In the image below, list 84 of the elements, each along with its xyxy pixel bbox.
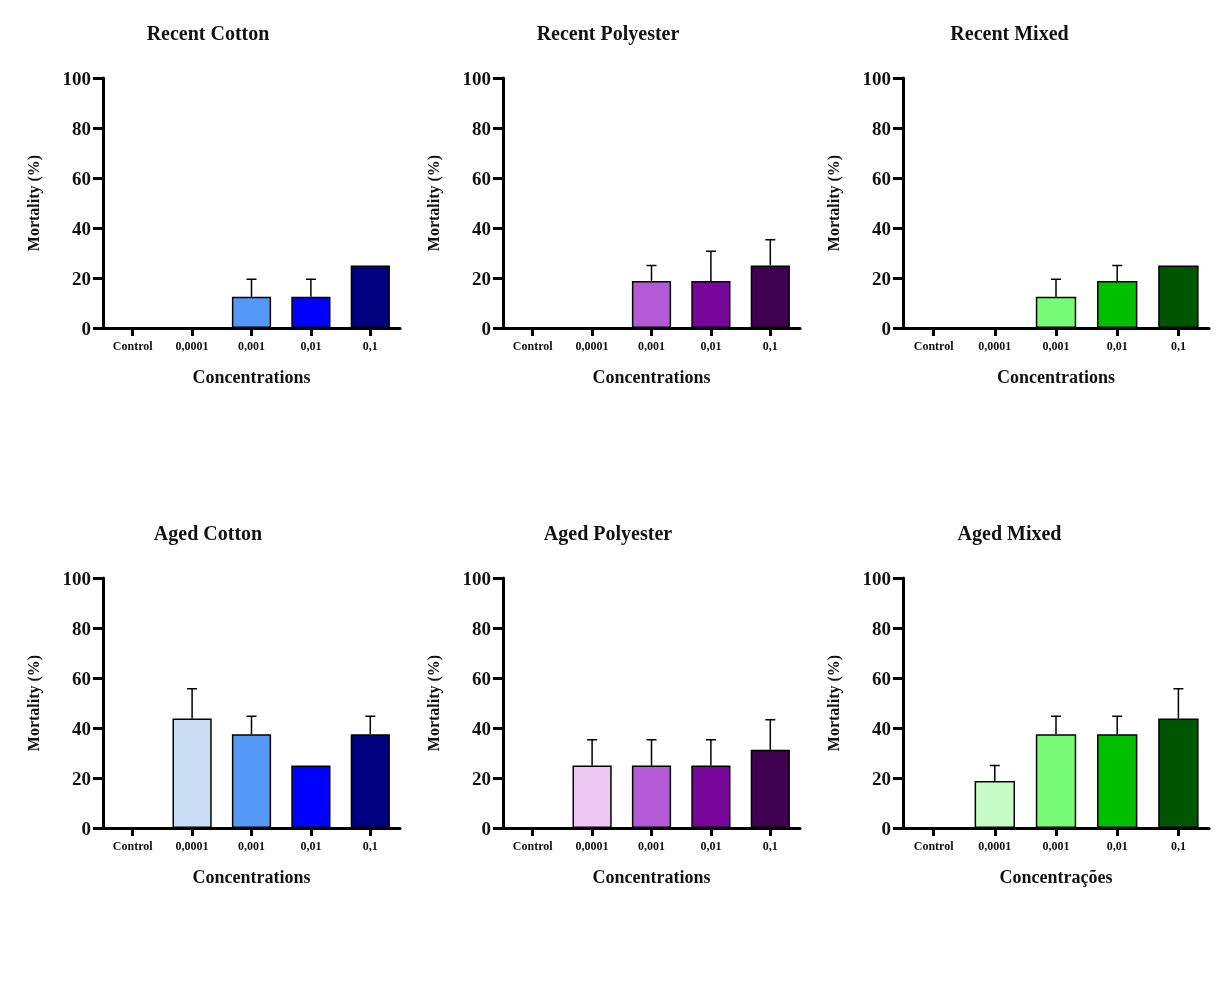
- chart-title: Aged Cotton: [153, 522, 263, 545]
- x-tick-label: 0,01: [700, 839, 722, 853]
- y-axis-title: Mortality (%): [24, 154, 43, 252]
- y-tick-label: 20: [72, 267, 91, 289]
- y-tick-label: 80: [872, 617, 891, 639]
- x-tick-label: 0,1: [362, 339, 378, 353]
- x-tick-label: 0,01: [1106, 339, 1128, 353]
- x-tick-label: 0,0001: [575, 839, 609, 853]
- y-tick-label: 0: [81, 817, 91, 839]
- x-tick-label: 0,001: [638, 839, 665, 853]
- y-tick-label: 60: [872, 667, 891, 689]
- y-tick-label: 80: [472, 617, 491, 639]
- x-axis-title: Concentrations: [997, 367, 1115, 387]
- x-tick-label: Control: [512, 839, 554, 853]
- chart-title: Recent Polyester: [536, 22, 680, 45]
- y-tick-label: 80: [872, 117, 891, 139]
- y-tick-label: 100: [862, 567, 891, 589]
- x-tick-label: 0,0001: [175, 839, 209, 853]
- y-tick-label: 40: [872, 217, 891, 239]
- y-tick-label: 100: [462, 567, 491, 589]
- y-tick-label: 20: [472, 267, 491, 289]
- x-tick-label: 0,0001: [978, 339, 1012, 353]
- y-tick-label: 100: [62, 567, 91, 589]
- y-tick-label: 60: [472, 667, 491, 689]
- y-tick-label: 60: [72, 167, 91, 189]
- y-tick-label: 40: [72, 717, 91, 739]
- x-tick-label: 0,01: [300, 339, 322, 353]
- y-tick-label: 0: [481, 317, 491, 339]
- x-tick-label: 0,001: [238, 339, 265, 353]
- x-tick-label: 0,1: [762, 339, 778, 353]
- y-tick-label: 40: [472, 717, 491, 739]
- x-tick-label: 0,1: [1170, 339, 1186, 353]
- y-tick-label: 60: [472, 167, 491, 189]
- y-tick-label: 40: [472, 217, 491, 239]
- x-tick-label: 0,001: [238, 839, 265, 853]
- x-tick-label: 0,001: [1042, 339, 1070, 353]
- x-tick-label: Control: [112, 339, 154, 353]
- x-tick-label: 0,01: [300, 839, 322, 853]
- x-tick-label: 0,01: [700, 339, 722, 353]
- y-axis-title: Mortality (%): [24, 654, 43, 752]
- x-axis-title: Concentrações: [999, 867, 1113, 887]
- x-axis-title: Concentrations: [592, 367, 711, 387]
- y-tick-label: 100: [862, 67, 891, 89]
- y-tick-label: 80: [72, 117, 91, 139]
- x-tick-label: 0,001: [1042, 839, 1070, 853]
- x-tick-label: 0,0001: [978, 839, 1012, 853]
- y-axis-title: Mortality (%): [824, 654, 843, 752]
- y-axis-title: Mortality (%): [824, 154, 843, 252]
- x-tick-label: Control: [112, 839, 154, 853]
- x-tick-label: Control: [913, 839, 955, 853]
- x-axis-title: Concentrations: [192, 867, 311, 887]
- y-tick-label: 40: [872, 717, 891, 739]
- y-tick-label: 20: [872, 267, 891, 289]
- y-axis-title: Mortality (%): [424, 154, 443, 252]
- x-tick-label: 0,0001: [575, 339, 609, 353]
- y-tick-label: 60: [872, 167, 891, 189]
- y-tick-label: 80: [72, 617, 91, 639]
- x-tick-label: 0,1: [762, 839, 778, 853]
- x-axis-title: Concentrations: [592, 867, 711, 887]
- y-tick-label: 0: [881, 317, 891, 339]
- x-axis-title: Concentrations: [192, 367, 311, 387]
- x-tick-label: 0,1: [1170, 839, 1186, 853]
- y-tick-label: 20: [872, 767, 891, 789]
- y-tick-label: 0: [81, 317, 91, 339]
- y-tick-label: 80: [472, 117, 491, 139]
- y-tick-label: 20: [472, 767, 491, 789]
- y-tick-label: 60: [72, 667, 91, 689]
- x-tick-label: 0,1: [362, 839, 378, 853]
- x-tick-label: 0,0001: [175, 339, 209, 353]
- y-tick-label: 20: [72, 767, 91, 789]
- y-tick-label: 40: [72, 217, 91, 239]
- y-tick-label: 0: [481, 817, 491, 839]
- chart-title: Aged Mixed: [957, 522, 1062, 545]
- x-tick-label: Control: [512, 339, 554, 353]
- y-tick-label: 100: [462, 67, 491, 89]
- y-axis-title: Mortality (%): [424, 654, 443, 752]
- chart-title: Recent Cotton: [146, 22, 270, 44]
- x-tick-label: 0,01: [1106, 839, 1128, 853]
- y-tick-label: 0: [881, 817, 891, 839]
- chart-title: Recent Mixed: [950, 22, 1069, 44]
- chart-title: Aged Polyester: [543, 522, 673, 545]
- x-tick-label: Control: [913, 339, 955, 353]
- x-tick-label: 0,001: [638, 339, 665, 353]
- y-tick-label: 100: [62, 67, 91, 89]
